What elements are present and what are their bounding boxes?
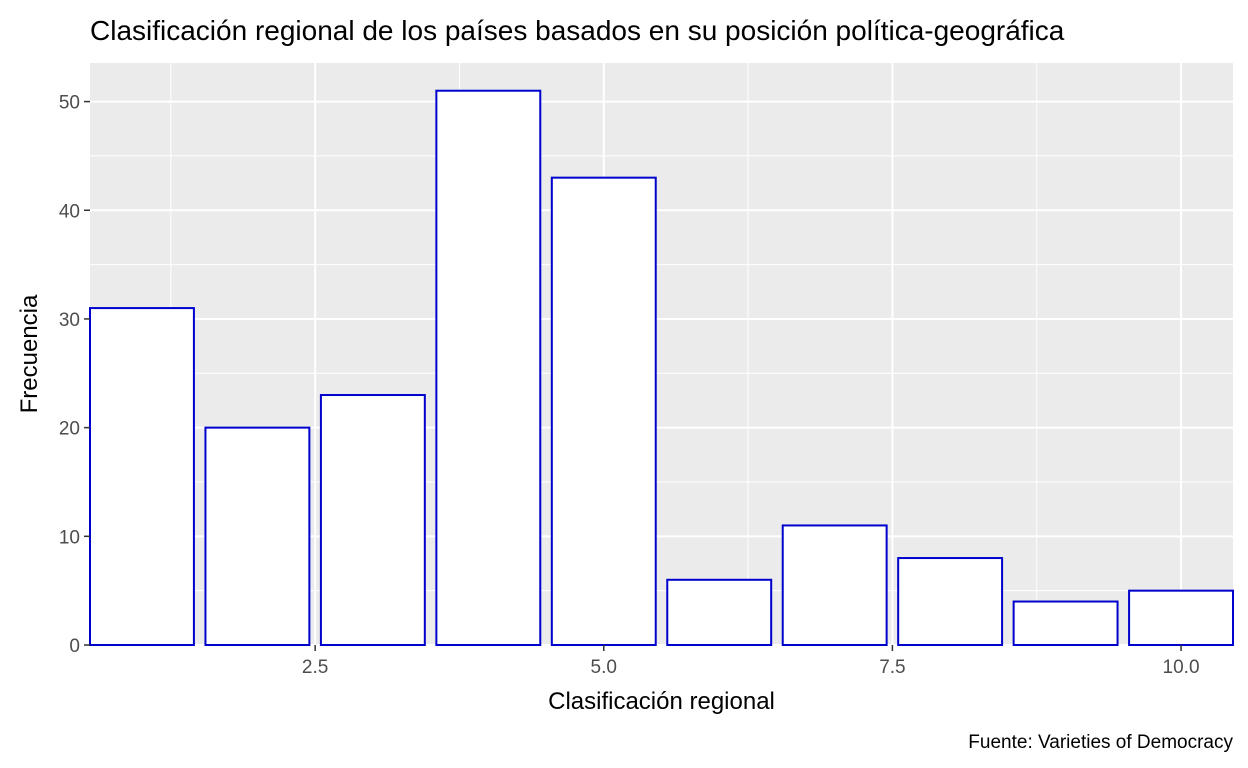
y-tick-label: 10 bbox=[59, 527, 80, 548]
bar bbox=[89, 307, 195, 646]
bar bbox=[204, 426, 311, 646]
bar bbox=[666, 578, 773, 646]
x-tick-label: 10.0 bbox=[1163, 657, 1200, 678]
x-tick-label: 5.0 bbox=[591, 657, 617, 678]
x-axis-title: Clasificación regional bbox=[548, 688, 775, 715]
bar bbox=[1128, 589, 1235, 646]
bar bbox=[319, 394, 426, 646]
x-tick-label: 2.5 bbox=[302, 657, 328, 678]
y-tick-label: 50 bbox=[59, 93, 80, 114]
bar bbox=[897, 557, 1004, 646]
bars bbox=[89, 89, 1235, 646]
y-axis-ticks: 0 10 20 30 40 50 bbox=[59, 93, 90, 657]
y-tick-label: 30 bbox=[59, 310, 80, 331]
bar bbox=[435, 89, 542, 646]
source-caption: Fuente: Varieties of Democracy bbox=[968, 732, 1233, 753]
bar bbox=[1012, 600, 1119, 646]
y-tick-label: 0 bbox=[69, 636, 80, 657]
y-tick-label: 20 bbox=[59, 419, 80, 440]
x-axis-ticks: 2.5 5.0 7.5 10.0 bbox=[302, 645, 1200, 678]
bar bbox=[550, 176, 657, 646]
y-axis-title: Frecuencia bbox=[16, 294, 43, 413]
y-tick-label: 40 bbox=[59, 201, 80, 222]
x-tick-label: 7.5 bbox=[879, 657, 905, 678]
chart-title: Clasificación regional de los países bas… bbox=[90, 15, 1065, 46]
bar bbox=[781, 524, 888, 646]
